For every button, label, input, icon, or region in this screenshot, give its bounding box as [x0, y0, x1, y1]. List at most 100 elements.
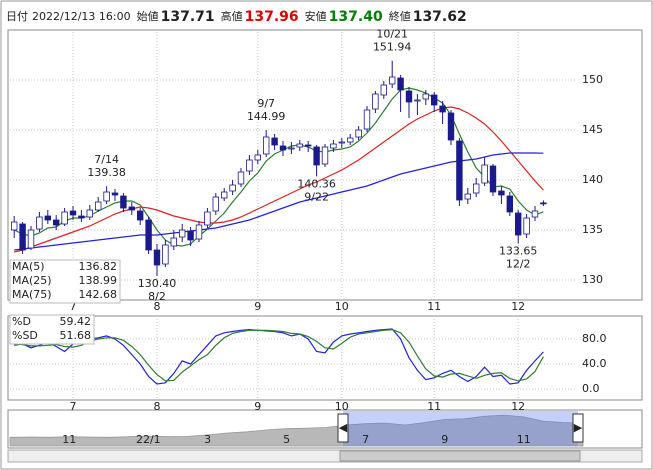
candle-body	[506, 195, 513, 213]
annotation: 7/14	[94, 153, 119, 166]
field-label: 終値	[389, 9, 411, 23]
candle-body	[447, 112, 455, 141]
series-line	[14, 152, 544, 251]
legend-name: MA(5)	[12, 260, 45, 273]
annotation: 9/7	[257, 97, 275, 110]
legend-box	[9, 259, 121, 304]
candle-body	[397, 77, 404, 91]
field-value: 137.96	[245, 9, 299, 25]
navigator-handle[interactable]: ▶	[572, 413, 584, 443]
legend-box	[9, 314, 95, 345]
y-tick-label: 135	[582, 223, 603, 236]
candle-body	[36, 216, 43, 230]
navigator-handle[interactable]: ◀	[337, 413, 349, 443]
candle-body	[355, 129, 362, 138]
candle-body	[229, 184, 236, 192]
candle-body	[10, 221, 18, 231]
series-line	[14, 328, 544, 382]
candle-body	[111, 192, 119, 196]
candle-body	[279, 145, 287, 151]
candle-body	[464, 193, 471, 200]
x-tick-label: 10	[335, 300, 349, 313]
candle-body	[78, 215, 85, 219]
candle-body	[388, 76, 396, 85]
x-tick-label: 11	[427, 400, 441, 413]
candle-body	[145, 219, 152, 251]
legend-name: %SD	[12, 329, 38, 342]
candle-body	[187, 230, 194, 241]
candle-body	[338, 141, 345, 144]
scroll-thumb[interactable]	[339, 450, 581, 462]
candle-body	[136, 210, 144, 221]
annotation: 130.40	[138, 277, 177, 290]
candle-body	[178, 229, 186, 238]
candle-body	[330, 143, 337, 149]
legend-value: 51.68	[60, 329, 92, 342]
candle-body	[86, 209, 93, 218]
x-tick-label: 12	[511, 400, 525, 413]
candle-body	[489, 165, 497, 193]
candle-body	[321, 146, 329, 165]
price-frame	[7, 29, 643, 301]
annotation: 8/2	[148, 290, 166, 303]
navigator-window	[343, 411, 578, 446]
candle-body	[237, 171, 245, 185]
navigator-area	[9, 414, 584, 447]
handle-arrow: ▶	[574, 421, 583, 434]
annotation: 10/21	[376, 28, 408, 41]
field-value: 137.62	[413, 9, 467, 25]
candle-body	[44, 215, 51, 221]
candle-body	[422, 93, 429, 100]
candle-body	[103, 191, 110, 202]
date-label: 日付	[6, 10, 28, 23]
y-tick-label: 40.0	[582, 357, 607, 370]
navigator-frame	[7, 409, 643, 449]
date: 2022/12/13 16:00	[32, 10, 131, 23]
candle-body	[195, 224, 203, 240]
candle-body	[296, 143, 303, 148]
candle-body	[346, 137, 354, 143]
annotation: 151.94	[373, 41, 412, 54]
y-tick-label: 0.0	[582, 382, 600, 395]
field-value: 137.71	[161, 9, 215, 25]
candle-body	[220, 191, 228, 199]
candle-body	[430, 94, 438, 106]
x-tick-label: 7	[70, 400, 77, 413]
legend-value: 59.42	[60, 315, 92, 328]
candle-body	[212, 196, 219, 212]
annotation: 139.38	[87, 166, 126, 179]
candle-body	[363, 109, 371, 130]
candle-body	[61, 211, 68, 225]
candle-body	[439, 105, 446, 113]
field-label: 高値	[221, 9, 243, 23]
x-tick-label: 11	[517, 433, 531, 446]
candle-body	[254, 154, 261, 161]
y-tick-label: 150	[582, 73, 603, 86]
handle	[337, 413, 349, 443]
candle-body	[456, 140, 463, 201]
annotation: 133.65	[499, 245, 538, 258]
candle-body	[162, 244, 169, 265]
y-tick-label: 130	[582, 273, 603, 286]
candle-body	[481, 164, 488, 184]
x-tick-label: 12	[511, 300, 525, 313]
legend-value: 138.99	[79, 274, 118, 287]
x-tick-label: 5	[283, 433, 290, 446]
annotation: 9/22	[304, 190, 329, 203]
field-value: 137.40	[329, 9, 383, 25]
candle-body	[120, 195, 127, 209]
annotation: 12/2	[506, 258, 531, 271]
candle-body	[128, 206, 135, 211]
candle-body	[531, 210, 539, 218]
series-line	[14, 106, 544, 253]
candle-body	[540, 202, 547, 205]
header: 日付 2022/12/13 16:00 始値 137.71 高値 137.96 安値 137.…	[6, 9, 467, 25]
candle-body	[204, 211, 211, 226]
x-tick-label: 9	[254, 300, 261, 313]
candle-body	[271, 137, 278, 146]
candle-body	[153, 249, 161, 266]
candle-body	[472, 183, 480, 194]
candle-body	[288, 147, 295, 150]
x-tick-label: 11	[427, 300, 441, 313]
